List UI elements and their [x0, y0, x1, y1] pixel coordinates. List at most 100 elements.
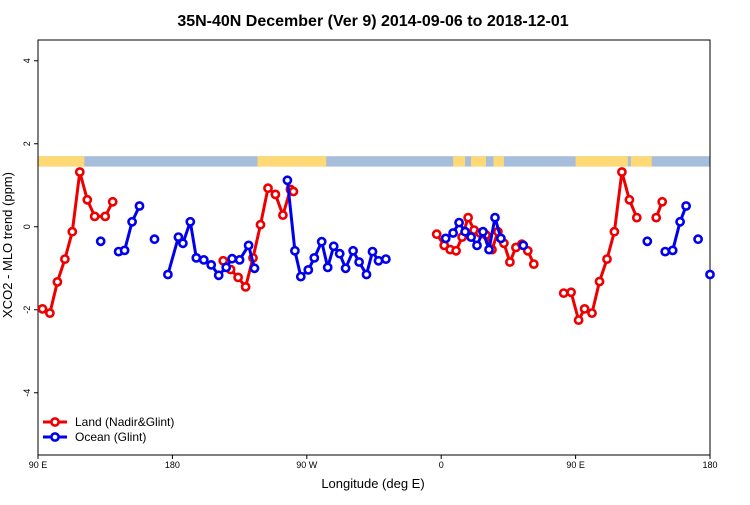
land-point-3-7: [609, 226, 620, 237]
ocean-line-8: [664, 205, 688, 254]
land-band-0: [38, 156, 85, 167]
ocean-point-3-11: [243, 240, 254, 251]
ocean-point-4-8: [334, 248, 345, 259]
ocean-point-4-9: [340, 263, 351, 274]
plot-frame: [37, 39, 711, 456]
ocean-point-5-5: [472, 240, 482, 251]
ocean-point-4-12: [361, 269, 372, 280]
ocean-point-4-5: [316, 236, 327, 247]
x-tick-label-3: 0: [439, 460, 444, 470]
land-point-3-0: [558, 288, 569, 298]
land-point-3-6: [602, 254, 612, 264]
land-line-3: [563, 170, 639, 322]
land-point-0-1: [45, 308, 55, 318]
land-point-2-12: [504, 257, 515, 267]
land-point-3-9: [624, 194, 635, 205]
chart-title: 35N-40N December (Ver 9) 2014-09-06 to 2…: [177, 13, 568, 30]
land-point-3-8: [617, 167, 627, 177]
land-point-2-5: [463, 212, 473, 223]
legend-marker-land: [50, 417, 60, 427]
ocean-point-4-2: [295, 271, 306, 282]
y-axis-label: XCO2 - MLO trend (ppm): [0, 172, 15, 318]
ocean-point-3-4: [191, 252, 202, 263]
ocean-point-5-2: [454, 217, 464, 228]
ocean-point-0-0: [95, 236, 106, 247]
ocean-line-4: [285, 180, 387, 279]
land-point-0-5: [74, 167, 85, 177]
ocean-point-6-0: [518, 240, 529, 251]
land-point-3-4: [587, 308, 597, 318]
ocean-point-5-1: [448, 228, 458, 238]
ocean-point-4-6: [322, 262, 333, 273]
land-point-0-0: [37, 303, 48, 314]
land-point-1-7: [270, 189, 281, 200]
ocean-point-1-2: [127, 216, 137, 227]
y-tick-label-4: 4: [22, 58, 32, 63]
land-point-3-2: [573, 315, 584, 325]
land-point-2-16: [528, 259, 539, 269]
y-tick-label-1: -2: [22, 306, 32, 314]
legend-box: [40, 413, 186, 447]
land-point-3-5: [594, 276, 605, 287]
ocean-point-5-4: [466, 232, 476, 242]
land-point-0-4: [67, 226, 78, 237]
ocean-point-2-0: [149, 234, 160, 245]
ocean-line-5: [444, 216, 503, 252]
land-point-1-3: [240, 281, 251, 292]
land-point-0-8: [100, 211, 111, 222]
ocean-point-4-10: [348, 245, 358, 256]
axis-ticks: 90 E 180 90 W 0 90 E 180 -4 -2 0 2 4: [22, 58, 718, 470]
ocean-point-4-7: [328, 241, 339, 252]
x-tick-label-2: 90 W: [296, 460, 318, 470]
ocean-point-8-2: [675, 216, 685, 227]
x-axis-label: Longitude (deg E): [321, 476, 424, 491]
land-point-0-9: [107, 196, 118, 207]
ocean-point-3-5: [198, 254, 209, 265]
ocean-point-4-14: [373, 255, 384, 266]
land-point-3-3: [579, 303, 590, 314]
ocean-point-5-3: [460, 226, 470, 237]
ocean-point-4-4: [309, 252, 320, 263]
ocean-point-1-1: [119, 245, 130, 256]
land-point-1-6: [263, 183, 273, 194]
land-mask-band: [38, 156, 710, 167]
legend-marker-ocean: [50, 432, 60, 442]
land-line-0: [41, 170, 115, 315]
land-point-0-2: [52, 276, 63, 287]
ocean-point-3-7: [213, 270, 224, 281]
y-tick-label-3: 2: [22, 141, 32, 146]
land-point-2-3: [451, 245, 461, 256]
y-tick-label-0: -4: [22, 389, 32, 397]
land-point-4-1: [657, 196, 668, 207]
ocean-point-3-1: [173, 232, 184, 242]
land-point-1-5: [255, 219, 266, 230]
land-point-1-8: [277, 210, 288, 220]
ocean-point-4-15: [380, 254, 391, 264]
land-point-3-10: [631, 212, 642, 223]
land-point-1-2: [233, 272, 243, 283]
ocean-point-5-6: [478, 226, 488, 237]
legend-label-land: Land (Nadir&Glint): [75, 415, 174, 429]
ocean-point-4-3: [303, 264, 314, 275]
land-band-1: [257, 156, 327, 167]
ocean-point-8-1: [667, 245, 678, 256]
legend: Land (Nadir&Glint) Ocean (Glint): [40, 413, 186, 447]
ocean-band: [38, 156, 710, 167]
ocean-point-3-0: [162, 269, 173, 280]
land-point-3-1: [566, 287, 576, 298]
ocean-point-1-3: [134, 201, 145, 211]
ocean-point-4-13: [367, 246, 378, 257]
land-band-3: [471, 156, 486, 167]
ocean-point-4-1: [289, 245, 300, 256]
land-band-2: [453, 156, 466, 167]
land-band-4: [493, 156, 504, 167]
ocean-point-3-10: [234, 254, 245, 265]
land-point-0-6: [82, 194, 93, 205]
land-band-5: [575, 156, 628, 167]
ocean-point-10-0: [705, 269, 715, 280]
ocean-point-3-2: [177, 238, 188, 249]
land-band-6: [630, 156, 652, 167]
series-layer: [37, 167, 715, 325]
